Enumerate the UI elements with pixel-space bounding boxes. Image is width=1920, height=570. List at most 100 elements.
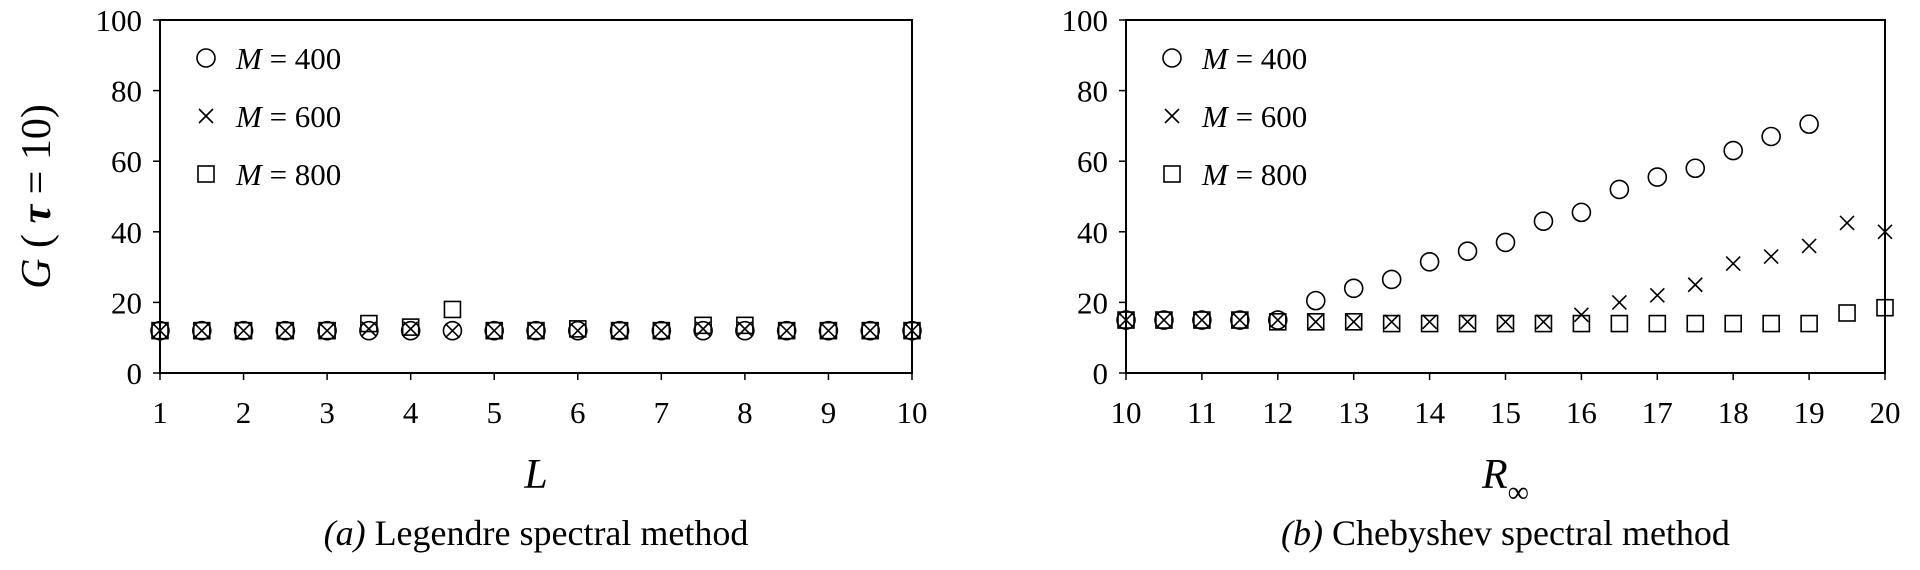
data-point-cross — [1801, 238, 1817, 254]
x-tick-label: 10 — [897, 395, 928, 430]
panel-a-legend: M = 400 M = 600 M = 800 — [196, 41, 341, 192]
data-point-square — [360, 314, 378, 333]
data-point-cross — [1611, 294, 1627, 310]
data-point-circle — [1154, 310, 1174, 330]
x-tick-label: 3 — [319, 395, 335, 430]
data-point-circle — [1799, 114, 1819, 134]
data-point-circle — [860, 320, 881, 341]
data-point-circle — [1192, 310, 1212, 330]
data-point-circle — [150, 320, 170, 341]
data-point-circle — [1305, 290, 1326, 311]
y-tick-label: 40 — [111, 215, 142, 250]
data-point-square — [819, 321, 838, 340]
data-point-square — [1838, 304, 1856, 322]
data-point-cross — [904, 323, 920, 339]
x-tick-label: 16 — [1566, 395, 1597, 430]
data-point-square — [1231, 311, 1249, 329]
data-point-circle — [484, 320, 505, 341]
data-point-cross — [1687, 277, 1703, 293]
x-tick-label: 7 — [654, 395, 670, 430]
x-tick-label: 6 — [570, 395, 586, 430]
data-point-cross — [1839, 215, 1855, 231]
data-point-square — [443, 300, 462, 319]
legend-entry-label: M = 800 — [1201, 157, 1307, 192]
data-point-square — [318, 321, 336, 340]
data-point-square — [1382, 314, 1401, 333]
data-point-circle — [275, 320, 296, 341]
panel-a-x-axis-label: L — [523, 452, 547, 498]
data-point-circle — [1230, 310, 1250, 330]
data-point-circle — [1647, 167, 1668, 187]
data-point-cross — [1118, 312, 1134, 328]
data-point-cross — [570, 323, 586, 339]
data-point-square — [1572, 314, 1591, 333]
data-point-circle — [1761, 126, 1781, 147]
data-point-circle — [1723, 140, 1743, 161]
data-point-square — [861, 321, 880, 340]
x-tick-label: 9 — [821, 395, 837, 430]
x-tick-label: 1 — [152, 395, 168, 430]
y-tick-label: 60 — [1077, 144, 1108, 179]
y-tick-label: 20 — [111, 285, 142, 320]
data-point-cross — [1194, 312, 1210, 328]
data-point-cross — [486, 323, 502, 339]
x-tick-label: 14 — [1414, 395, 1446, 430]
data-point-cross — [1497, 314, 1514, 330]
data-point-cross — [528, 323, 544, 339]
panel-a-plot-frame — [159, 19, 913, 374]
data-point-circle — [1685, 158, 1706, 179]
legend-entry-label: M = 600 — [1201, 99, 1307, 134]
data-point-cross — [235, 323, 252, 339]
data-point-square — [1876, 298, 1894, 317]
data-point-cross — [1346, 314, 1362, 330]
data-point-square — [1420, 314, 1439, 333]
data-point-cross — [1384, 314, 1400, 330]
y-tick-label: 100 — [96, 3, 143, 38]
data-point-square — [1762, 314, 1780, 333]
data-point-square — [1724, 314, 1742, 333]
data-point-square — [401, 318, 420, 336]
data-point-circle — [359, 320, 379, 341]
data-point-circle — [317, 320, 337, 341]
panel-b-caption: (b) Chebyshev spectral method — [1281, 513, 1730, 553]
data-point-square — [610, 321, 629, 340]
data-point-cross — [1308, 314, 1324, 330]
legend-marker-circle — [196, 48, 216, 68]
x-tick-label: 5 — [486, 395, 502, 430]
data-point-cross — [194, 323, 210, 339]
data-point-circle — [776, 320, 797, 341]
panel-a-caption: (a) Legendre spectral method — [324, 513, 749, 553]
data-point-cross — [319, 323, 335, 339]
data-point-cross — [1877, 224, 1893, 240]
data-point-circle — [1533, 211, 1554, 232]
data-point-square — [151, 321, 169, 340]
data-point-cross — [403, 321, 419, 337]
data-point-circle — [609, 320, 630, 341]
data-point-circle — [233, 320, 254, 341]
legend-entry-label: M = 800 — [235, 157, 341, 192]
panel-a: 0 20 40 60 80 100 1 2 3 4 5 6 7 8 9 10 L G ( τ = 10) M = 4… — [14, 3, 928, 553]
legend-entry-label: M = 400 — [235, 41, 341, 76]
panel-b: 0 20 40 60 80 100 10 11 12 13 14 15 16 17 18 19 20 R∞ M = … — [1062, 3, 1901, 553]
legend-marker-square — [197, 165, 215, 183]
x-tick-label: 13 — [1338, 395, 1369, 430]
data-point-cross — [1232, 312, 1248, 328]
data-point-square — [1648, 314, 1667, 333]
data-point-cross — [1763, 248, 1779, 265]
panel-b-legend: M = 400 M = 600 M = 800 — [1162, 41, 1307, 192]
y-tick-label: 80 — [1077, 74, 1108, 109]
data-point-cross — [779, 323, 795, 339]
data-point-cross — [444, 323, 461, 339]
data-point-square — [1686, 314, 1705, 333]
legend-entry-label: M = 600 — [235, 99, 341, 134]
x-tick-label: 12 — [1262, 395, 1293, 430]
data-point-circle — [902, 320, 922, 341]
data-point-square — [903, 321, 921, 340]
x-tick-label: 19 — [1794, 395, 1825, 430]
x-tick-label: 10 — [1111, 395, 1142, 430]
data-point-circle — [1381, 269, 1402, 290]
data-point-square — [777, 321, 796, 340]
data-point-cross — [1725, 256, 1741, 272]
data-point-square — [1155, 311, 1173, 329]
data-point-circle — [818, 320, 839, 341]
